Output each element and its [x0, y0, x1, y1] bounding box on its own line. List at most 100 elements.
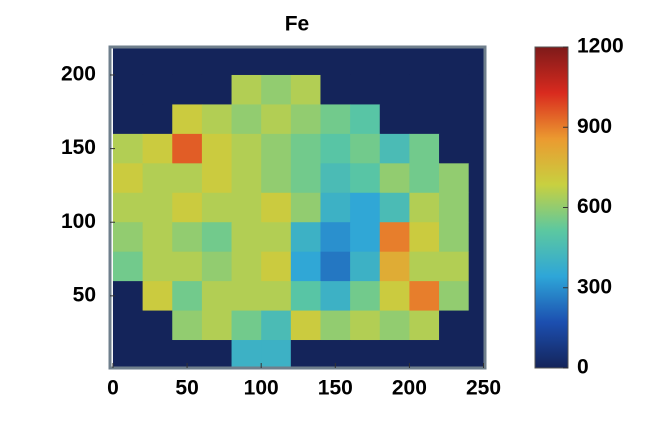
heatmap-cell: [468, 340, 485, 368]
heatmap-cell: [379, 104, 410, 135]
heatmap-cell: [231, 222, 262, 253]
heatmap-cell: [172, 163, 203, 194]
heatmap-cell: [379, 74, 410, 105]
heatmap-cell: [320, 192, 351, 223]
heatmap-cell: [261, 281, 292, 312]
heatmap-cell: [231, 310, 262, 341]
heatmap: [112, 47, 485, 368]
heatmap-cell: [468, 251, 485, 282]
heatmap-cell: [320, 133, 351, 164]
heatmap-cell: [201, 251, 233, 282]
heatmap-cell: [379, 340, 410, 368]
heatmap-cell: [112, 163, 144, 194]
colorbar-tick-label: 1200: [577, 35, 624, 58]
heatmap-cell: [409, 74, 440, 105]
colorbar-tick-label: 600: [577, 195, 612, 218]
heatmap-cell: [142, 47, 173, 76]
heatmap-cell: [231, 104, 262, 135]
heatmap-cell: [379, 163, 410, 194]
heatmap-cell: [261, 163, 292, 194]
heatmap-cell: [439, 104, 470, 135]
heatmap-cell: [468, 192, 485, 223]
heatmap-cell: [201, 74, 233, 105]
heatmap-cell: [320, 104, 351, 135]
heatmap-cell: [231, 74, 262, 105]
heatmap-cell: [468, 222, 485, 253]
heatmap-cell: [172, 310, 203, 341]
heatmap-cell: [290, 281, 321, 312]
y-tick-label: 100: [61, 210, 96, 233]
heatmap-cell: [261, 310, 292, 341]
heatmap-cell: [172, 222, 203, 253]
x-tick-label: 100: [244, 377, 279, 400]
heatmap-cell: [409, 163, 440, 194]
heatmap-cell: [350, 163, 381, 194]
heatmap-cell: [290, 251, 321, 282]
heatmap-cell: [439, 222, 470, 253]
heatmap-cell: [320, 281, 351, 312]
x-tick-label: 150: [318, 377, 353, 400]
heatmap-cell: [261, 74, 292, 105]
heatmap-cell: [379, 47, 410, 76]
heatmap-cell: [409, 104, 440, 135]
heatmap-cell: [172, 74, 203, 105]
heatmap-cell: [439, 74, 470, 105]
heatmap-cell: [142, 104, 173, 135]
heatmap-cell: [142, 192, 173, 223]
heatmap-cell: [320, 222, 351, 253]
heatmap-cell: [142, 133, 173, 164]
x-tick-label: 200: [392, 377, 427, 400]
heatmap-cell: [350, 47, 381, 76]
heatmap-cell: [439, 251, 470, 282]
colorbar-tick-label: 300: [577, 275, 612, 298]
heatmap-cell: [142, 163, 173, 194]
heatmap-cell: [290, 222, 321, 253]
heatmap-cell: [468, 133, 485, 164]
heatmap-cell: [261, 340, 292, 368]
heatmap-cell: [439, 340, 470, 368]
heatmap-cell: [112, 74, 144, 105]
heatmap-cell: [350, 340, 381, 368]
heatmap-cell: [379, 222, 410, 253]
heatmap-cell: [350, 222, 381, 253]
heatmap-cell: [231, 133, 262, 164]
heatmap-cell: [112, 104, 144, 135]
y-tick-label: 50: [73, 283, 96, 306]
heatmap-cell: [231, 340, 262, 368]
heatmap-cell: [320, 163, 351, 194]
heatmap-cell: [201, 163, 233, 194]
heatmap-cell: [350, 74, 381, 105]
heatmap-cell: [231, 192, 262, 223]
heatmap-cell: [350, 310, 381, 341]
heatmap-cell: [172, 133, 203, 164]
heatmap-cell: [468, 74, 485, 105]
heatmap-cell: [439, 281, 470, 312]
heatmap-cell: [201, 47, 233, 76]
x-tick-label: 0: [107, 377, 119, 400]
heatmap-cell: [290, 104, 321, 135]
heatmap-cell: [409, 340, 440, 368]
heatmap-cell: [439, 47, 470, 76]
heatmap-cell: [468, 47, 485, 76]
heatmap-cell: [231, 163, 262, 194]
heatmap-cell: [201, 104, 233, 135]
heatmap-cell: [112, 133, 144, 164]
heatmap-cell: [231, 47, 262, 76]
heatmap-cell: [231, 251, 262, 282]
heatmap-cell: [379, 281, 410, 312]
heatmap-cell: [409, 281, 440, 312]
heatmap-cell: [290, 47, 321, 76]
heatmap-cell: [290, 310, 321, 341]
heatmap-cell: [112, 222, 144, 253]
heatmap-cell: [142, 222, 173, 253]
heatmap-cell: [439, 163, 470, 194]
heatmap-cell: [142, 251, 173, 282]
colorbar-tick-label: 900: [577, 115, 612, 138]
heatmap-cell: [112, 192, 144, 223]
heatmap-cell: [468, 310, 485, 341]
chart-title: Fe: [285, 13, 310, 36]
heatmap-cell: [409, 251, 440, 282]
colorbar-tick-label: 0: [577, 356, 589, 379]
heatmap-cell: [261, 222, 292, 253]
